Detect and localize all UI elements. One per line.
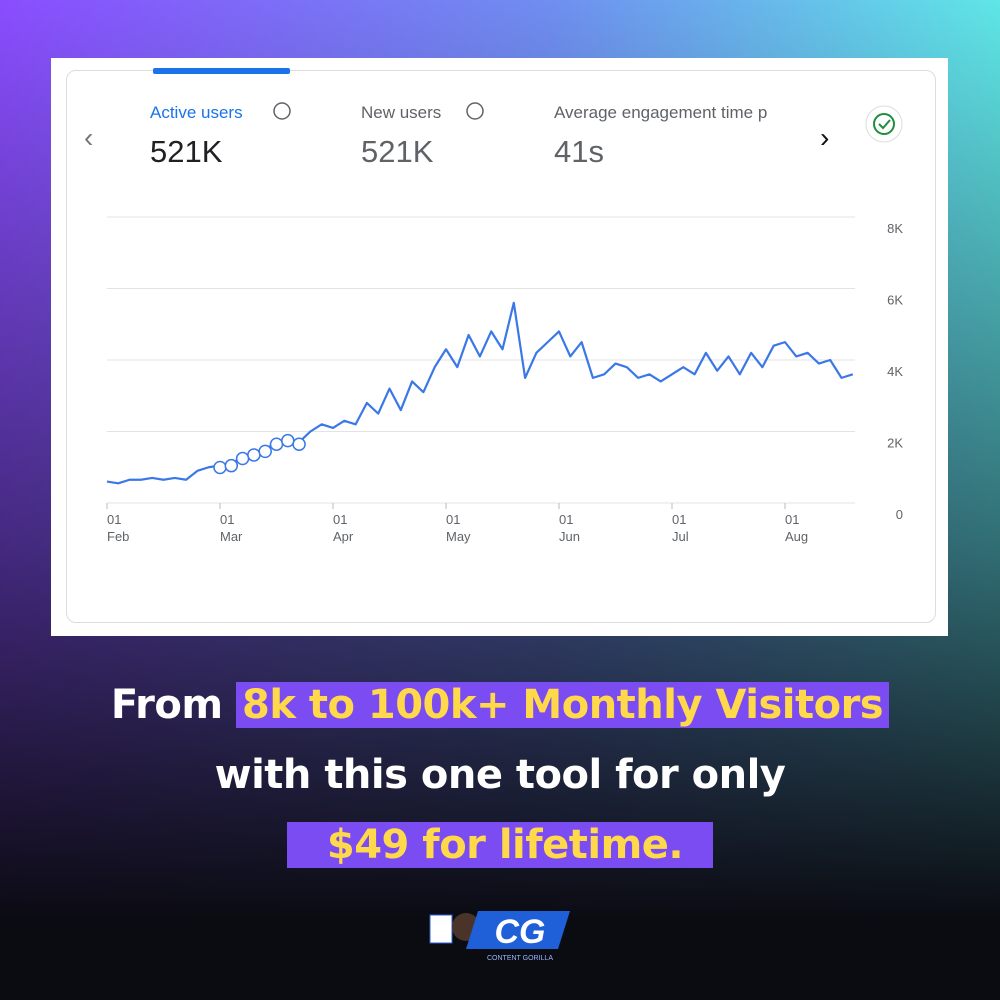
logo-mark: CG [495,913,546,951]
annotation-marker [292,437,306,451]
x-tick-day: 01 [559,512,573,527]
x-tick-day: 01 [446,512,460,527]
y-tick-label: 0 [896,507,903,522]
prev-arrow[interactable]: ‹ [84,122,93,153]
x-tick-month: Feb [107,529,129,544]
y-tick-label: 4K [887,364,903,379]
annotation-marker [258,444,272,459]
metric-value: 41s [554,134,604,169]
metric-label: Active users [150,103,243,122]
logo-badge [466,911,570,949]
check-icon [878,119,891,130]
x-tick-month: Mar [220,529,243,544]
analytics-card [51,58,948,636]
headline-text: From [110,682,223,728]
logo-clipboard [429,914,453,944]
panel [66,70,936,623]
x-tick-day: 01 [220,512,234,527]
y-tick-label: 8K [887,221,903,236]
line-series [106,301,854,485]
help-icon[interactable] [273,102,291,120]
x-tick-day: 01 [333,512,347,527]
help-icon[interactable] [466,102,484,120]
metric-label: Average engagement time p [554,103,767,122]
annotation-marker [224,458,239,473]
x-tick-day: 01 [785,512,799,527]
metric-value: 521K [150,134,223,169]
x-tick-month: Aug [785,529,808,544]
x-tick-day: 01 [107,512,121,527]
chart: ‹ › Active users 521K New users 521K Ave… [84,68,903,544]
next-arrow[interactable]: › [820,122,829,153]
x-tick-day: 01 [672,512,686,527]
logo: CG CONTENT GORILLA [429,911,570,962]
logo-name: CONTENT GORILLA [487,955,553,962]
headline-highlight: 8k to 100k+ Monthly Visitors [235,682,890,728]
annotation-marker [281,433,295,448]
headline-highlight: $49 for lifetime. [286,822,714,868]
metric-value: 521K [361,134,434,169]
headline-text: with this one tool for only [214,752,786,798]
x-tick-month: Jun [559,529,580,544]
annotation-marker [269,437,284,451]
active-tab-bar [153,68,290,74]
headline-line: $49 for lifetime. [0,822,1000,868]
x-tick-month: May [446,529,471,544]
x-tick-month: Jul [672,529,689,544]
annotation-marker [213,460,227,475]
headline-line: with this one tool for only [0,752,1000,798]
annotation-marker [235,451,250,466]
check-icon [873,113,895,135]
check-button[interactable] [865,105,903,143]
metric-label: New users [361,103,441,122]
annotation-marker [247,448,261,462]
y-tick-label: 2K [887,436,903,451]
y-tick-label: 6K [887,293,903,308]
x-tick-month: Apr [333,529,354,544]
headline-line: From 8k to 100k+ Monthly Visitors [0,682,1000,728]
